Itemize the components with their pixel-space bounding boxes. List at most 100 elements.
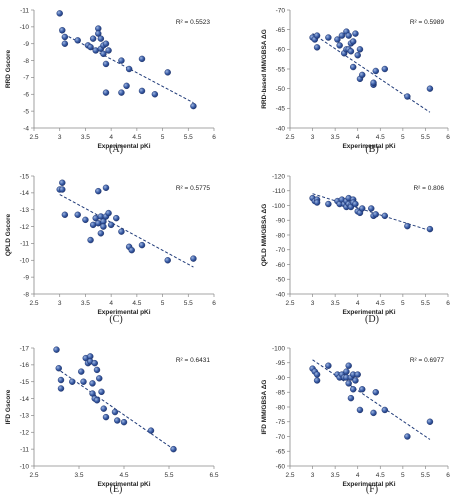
data-point [325, 34, 332, 41]
data-point [111, 408, 119, 416]
x-tick-label: 2.5 [29, 134, 38, 141]
data-point [87, 236, 94, 244]
trend-line [59, 194, 194, 268]
data-point [352, 377, 359, 384]
data-point [313, 32, 321, 39]
data-point [102, 413, 110, 421]
x-tick-label: 2.5 [29, 472, 38, 479]
data-point [78, 368, 85, 375]
panel-caption: (E) [110, 484, 123, 495]
data-point [313, 371, 321, 378]
data-point [426, 225, 434, 233]
data-point [151, 91, 159, 98]
data-point [93, 366, 101, 374]
x-axis-label: Experimental pKi [97, 481, 150, 488]
x-tick-label: 4 [109, 300, 113, 307]
data-point [96, 375, 103, 382]
data-point [95, 187, 102, 195]
y-tick-label: -70 [276, 434, 286, 441]
y-tick-label: -90 [276, 218, 286, 225]
y-tick-label: -95 [276, 360, 286, 367]
data-point [138, 87, 146, 95]
data-point [368, 205, 375, 212]
x-tick-label: 2.5 [285, 300, 294, 307]
y-axis-label: QPLD Gscore [5, 213, 12, 256]
y-tick-label: -60 [276, 262, 286, 269]
data-point [105, 209, 112, 217]
data-point [95, 30, 102, 37]
data-point [55, 365, 62, 372]
x-tick-label: 5 [161, 300, 165, 307]
y-tick-label: -10 [20, 463, 30, 470]
y-tick-label: -120 [272, 173, 285, 180]
data-point [372, 67, 379, 75]
y-tick-label: -55 [276, 66, 286, 73]
data-point [325, 200, 332, 208]
y-tick-label: -6 [23, 92, 29, 99]
y-tick-label: -50 [276, 86, 286, 93]
data-point [74, 211, 81, 218]
data-point [381, 406, 388, 414]
y-tick-label: -100 [272, 345, 285, 352]
data-point [91, 359, 98, 367]
panel-caption: (B) [365, 144, 378, 155]
data-point [350, 386, 357, 393]
data-point [381, 65, 388, 73]
data-point [370, 79, 377, 86]
data-point [59, 179, 66, 186]
data-point [138, 55, 146, 63]
y-tick-label: -17 [20, 345, 30, 352]
x-tick-label: 6 [212, 300, 216, 307]
data-point [313, 199, 321, 206]
y-tick-label: -9 [23, 274, 29, 281]
y-tick-label: -80 [276, 232, 286, 239]
data-point [352, 30, 359, 37]
data-point [128, 246, 135, 254]
x-axis-label: Experimental pKi [342, 309, 395, 316]
x-tick-label: 2.5 [285, 134, 294, 141]
x-tick-label: 3 [311, 300, 315, 307]
data-point [404, 433, 411, 440]
data-point [313, 44, 321, 51]
x-tick-label: 3.5 [331, 300, 340, 307]
x-tick-label: 3.5 [74, 472, 83, 479]
y-tick-label: -5 [23, 108, 29, 115]
data-point [74, 37, 81, 44]
x-axis-label: Experimental pKi [342, 143, 395, 150]
data-point [61, 33, 69, 41]
data-point [359, 386, 366, 393]
y-tick-label: -11 [20, 241, 29, 248]
data-point [359, 71, 366, 79]
data-point [89, 35, 97, 42]
data-point [347, 48, 355, 55]
trend-line [312, 193, 431, 232]
x-tick-label: 3 [311, 472, 315, 479]
data-point [53, 346, 60, 353]
data-point [381, 212, 388, 220]
data-point [338, 32, 346, 39]
data-point [100, 405, 107, 412]
data-point [114, 417, 121, 424]
y-axis-label: RRD Gscore [5, 49, 12, 88]
data-point [61, 211, 69, 218]
x-tick-label: 3.5 [81, 134, 90, 141]
data-point [69, 378, 76, 385]
y-tick-label: -15 [20, 379, 30, 386]
x-tick-label: 3 [58, 134, 62, 141]
y-tick-label: -10 [20, 258, 30, 265]
data-point [113, 214, 120, 222]
y-tick-label: -80 [276, 404, 286, 411]
x-tick-label: 4.5 [132, 300, 141, 307]
data-point [350, 38, 357, 45]
data-point [82, 216, 89, 224]
y-tick-label: -40 [276, 291, 286, 298]
data-point [190, 255, 197, 262]
y-tick-label: -14 [20, 190, 30, 197]
y-tick-label: -60 [276, 463, 286, 470]
x-tick-label: 6 [446, 472, 450, 479]
y-tick-label: -75 [276, 419, 286, 426]
data-point [325, 362, 332, 369]
data-point [93, 397, 101, 404]
data-point [343, 368, 350, 375]
